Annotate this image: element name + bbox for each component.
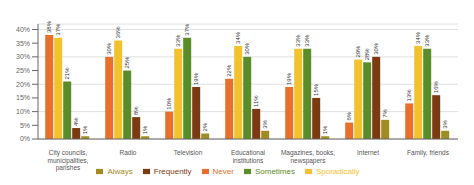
svg-text:38%: 38%	[46, 20, 52, 33]
svg-text:13%: 13%	[406, 89, 412, 102]
svg-text:5%: 5%	[20, 122, 30, 129]
svg-text:1%: 1%	[82, 125, 88, 134]
html-text:Sporadically: Sporadically	[316, 167, 360, 176]
svg-text:33%: 33%	[175, 34, 181, 47]
svg-text:30%: 30%	[16, 53, 30, 60]
svg-text:37%: 37%	[184, 23, 190, 36]
svg-text:8%: 8%	[133, 106, 139, 115]
svg-text:19%: 19%	[286, 72, 292, 85]
svg-text:2%: 2%	[202, 122, 208, 131]
svg-text:4%: 4%	[73, 117, 79, 126]
svg-text:34%: 34%	[235, 31, 241, 44]
svg-text:37%: 37%	[55, 23, 61, 36]
svg-text:7%: 7%	[382, 108, 388, 117]
svg-text:15%: 15%	[313, 83, 319, 96]
svg-text:20%: 20%	[16, 81, 30, 88]
svg-text:3%: 3%	[262, 119, 268, 128]
svg-text:1%: 1%	[322, 125, 328, 134]
svg-text:40%: 40%	[16, 26, 30, 33]
svg-text:City councils,municipalities,p: City councils,municipalities,parishes	[48, 149, 89, 172]
svg-text:33%: 33%	[295, 34, 301, 47]
html-text:Sometimes: Sometimes	[254, 167, 295, 176]
svg-text:Family, friends: Family, friends	[407, 149, 450, 157]
svg-text:6%: 6%	[346, 111, 352, 120]
svg-text:30%: 30%	[244, 42, 250, 55]
svg-text:22%: 22%	[226, 64, 232, 77]
html-text:Always: Always	[107, 167, 133, 176]
svg-text:25%: 25%	[124, 56, 130, 69]
svg-text:25%: 25%	[16, 67, 30, 74]
html-text:Frequently: Frequently	[153, 167, 192, 176]
svg-text:36%: 36%	[115, 26, 121, 39]
svg-text:0%: 0%	[20, 135, 30, 142]
svg-text:16%: 16%	[433, 81, 439, 94]
svg-text:Radio: Radio	[120, 149, 137, 156]
svg-text:30%: 30%	[373, 42, 379, 55]
svg-text:Magazines, books,newspapers: Magazines, books,newspapers	[281, 149, 335, 165]
svg-text:15%: 15%	[16, 94, 30, 101]
svg-text:35%: 35%	[16, 40, 30, 47]
svg-text:33%: 33%	[424, 34, 430, 47]
svg-text:Internet: Internet	[357, 149, 379, 156]
svg-text:11%: 11%	[253, 95, 259, 107]
svg-text:29%: 29%	[355, 45, 361, 58]
svg-text:33%: 33%	[304, 34, 310, 47]
html-text:Never: Never	[212, 167, 234, 176]
svg-text:Television: Television	[174, 149, 203, 156]
svg-text:21%: 21%	[64, 67, 70, 80]
svg-text:30%: 30%	[106, 42, 112, 55]
svg-text:28%: 28%	[364, 48, 370, 61]
svg-text:10%: 10%	[166, 97, 172, 110]
svg-text:1%: 1%	[142, 125, 148, 134]
svg-text:19%: 19%	[193, 72, 199, 85]
svg-text:Educationalinstitutions: Educationalinstitutions	[231, 149, 266, 164]
svg-text:34%: 34%	[415, 31, 421, 44]
svg-text:10%: 10%	[16, 108, 30, 115]
svg-text:3%: 3%	[442, 119, 448, 128]
